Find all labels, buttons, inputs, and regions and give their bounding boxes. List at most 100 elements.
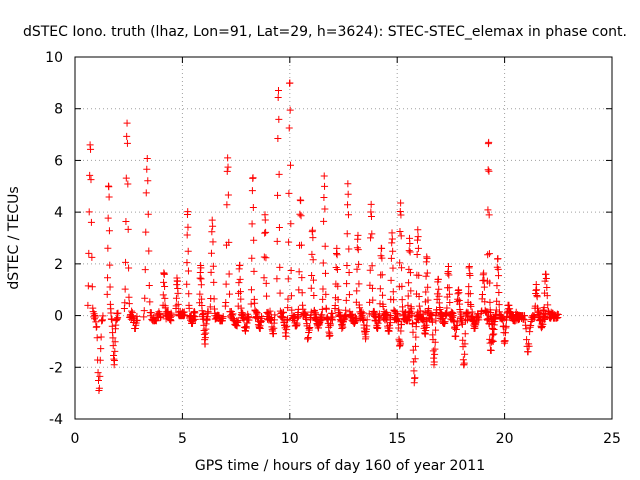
data-point: [258, 314, 266, 322]
data-point: [464, 309, 472, 317]
data-point: [485, 138, 493, 146]
data-point: [525, 342, 533, 350]
data-point: [398, 282, 406, 290]
data-point: [467, 302, 475, 310]
data-point: [436, 305, 444, 313]
data-point: [468, 308, 476, 316]
data-point: [157, 313, 165, 321]
data-point: [307, 284, 315, 292]
data-point: [460, 359, 468, 367]
data-point: [222, 298, 230, 306]
data-point: [266, 307, 274, 315]
data-point: [161, 304, 169, 312]
data-point: [209, 238, 217, 246]
data-point: [383, 308, 391, 316]
data-point: [415, 293, 423, 301]
data-point: [397, 232, 405, 240]
data-point: [185, 304, 193, 312]
data-point: [494, 265, 502, 273]
data-point: [308, 250, 316, 258]
data-point: [396, 228, 404, 236]
data-point: [206, 303, 214, 311]
data-point: [413, 236, 421, 244]
data-point: [235, 279, 243, 287]
data-point: [389, 247, 397, 255]
data-point: [452, 332, 460, 340]
data-point: [534, 304, 542, 312]
axis-ticks: [74, 56, 613, 420]
data-point: [143, 155, 151, 163]
data-point: [204, 308, 212, 316]
data-point: [320, 217, 328, 225]
data-point: [248, 220, 256, 228]
data-point: [485, 167, 493, 175]
data-point: [397, 199, 405, 207]
data-point: [321, 269, 329, 277]
data-point: [398, 264, 406, 272]
data-point: [97, 333, 105, 341]
data-point: [488, 324, 496, 332]
data-point: [367, 213, 375, 221]
data-point: [141, 266, 149, 274]
data-point: [345, 268, 353, 276]
data-point: [321, 242, 329, 250]
data-point: [394, 317, 402, 325]
data-point: [406, 240, 414, 248]
data-point: [461, 350, 469, 358]
data-point: [366, 266, 374, 274]
data-point: [389, 264, 397, 272]
data-point: [319, 295, 327, 303]
data-point: [445, 284, 453, 292]
data-point: [458, 320, 466, 328]
data-point: [484, 166, 492, 174]
data-point: [242, 324, 250, 332]
data-point: [320, 194, 328, 202]
data-point: [344, 201, 352, 209]
data-point: [122, 217, 130, 225]
data-point: [443, 304, 451, 312]
data-point: [398, 296, 406, 304]
x-tick-label: 25: [603, 431, 621, 447]
data-point: [208, 228, 216, 236]
data-point: [327, 320, 335, 328]
data-point: [236, 288, 244, 296]
data-point: [282, 332, 290, 340]
data-point: [542, 274, 550, 282]
data-point: [183, 280, 191, 288]
data-point: [87, 145, 95, 153]
data-point: [104, 244, 112, 252]
data-point: [142, 228, 150, 236]
data-point: [247, 300, 255, 308]
data-point: [406, 269, 414, 277]
data-point: [185, 290, 193, 298]
data-point: [296, 210, 304, 218]
data-point: [333, 265, 341, 273]
data-point: [140, 313, 148, 321]
data-point: [378, 244, 386, 252]
data-point: [343, 280, 351, 288]
data-point: [249, 174, 257, 182]
data-point: [184, 267, 192, 275]
data-point: [263, 292, 271, 300]
data-point: [161, 294, 169, 302]
data-point: [343, 230, 351, 238]
data-point: [489, 331, 497, 339]
data-point: [173, 281, 181, 289]
data-point: [321, 182, 329, 190]
data-point: [396, 208, 404, 216]
data-point: [94, 369, 102, 377]
data-point: [121, 285, 129, 293]
data-point: [522, 325, 530, 333]
data-point: [237, 295, 245, 303]
data-point: [414, 244, 422, 252]
data-point: [251, 299, 259, 307]
data-point: [88, 283, 96, 291]
data-point: [183, 259, 191, 267]
data-point: [111, 347, 119, 355]
data-point: [286, 161, 294, 169]
data-point: [275, 223, 283, 231]
data-point: [285, 238, 293, 246]
data-point: [526, 328, 534, 336]
data-point: [523, 336, 531, 344]
data-point: [397, 211, 405, 219]
